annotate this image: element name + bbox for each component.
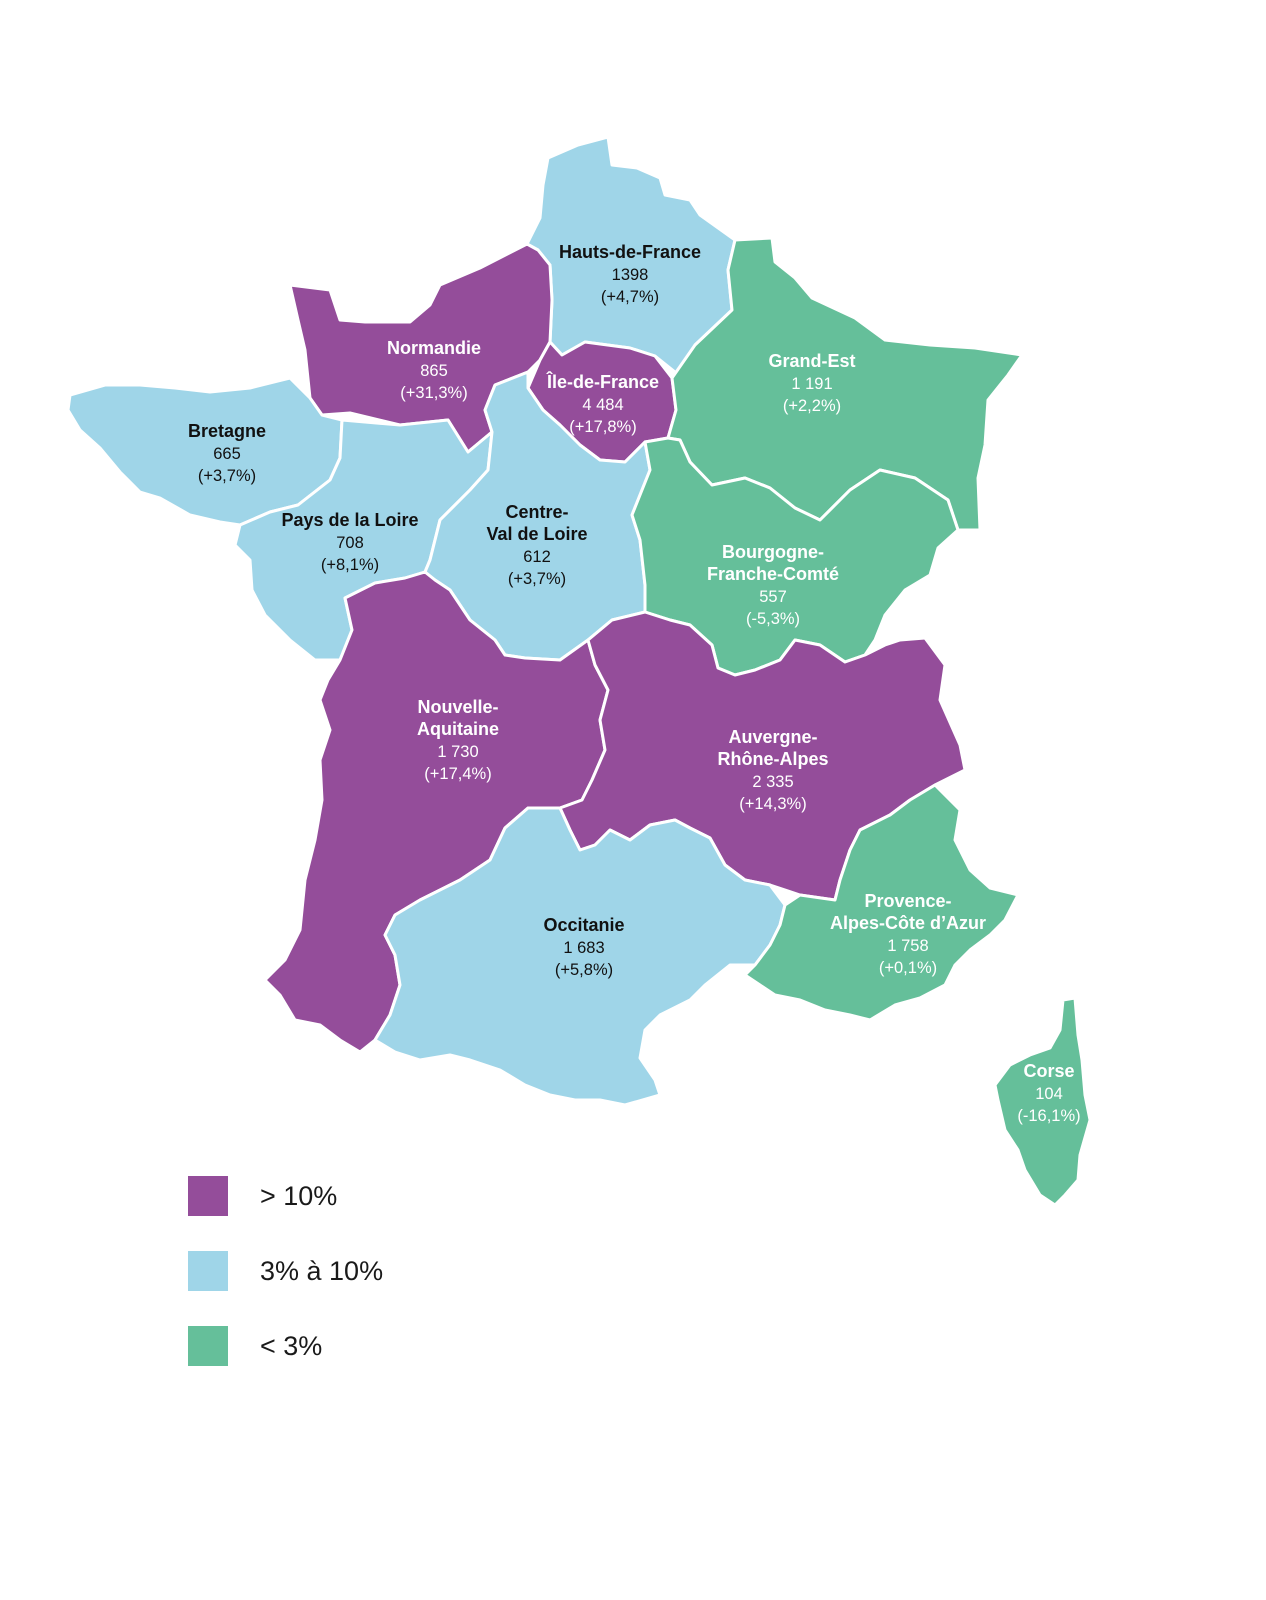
region-value-auvergne-rhone-alpes: 2 335 <box>752 773 793 791</box>
region-name-centre-val-de-loire-line-2: Val de Loire <box>486 524 587 544</box>
region-value-normandie: 865 <box>420 362 448 380</box>
region-value-bourgogne-franche-comte: 557 <box>759 588 787 606</box>
legend-label-mid: 3% à 10% <box>260 1255 384 1286</box>
legend-swatch-mid <box>188 1251 228 1291</box>
region-value-grand-est: 1 191 <box>791 375 832 393</box>
region-name-occitanie: Occitanie <box>543 915 624 935</box>
region-name-provence-alpes-cote-d-azur-line-2: Alpes-Côte d’Azur <box>830 913 986 933</box>
region-name-bourgogne-franche-comte-line-2: Franche-Comté <box>707 564 839 584</box>
region-value-hauts-de-france: 1398 <box>612 266 649 284</box>
region-value-occitanie: 1 683 <box>563 939 604 957</box>
region-name-auvergne-rhone-alpes-line-1: Auvergne- <box>728 727 817 747</box>
legend-item-high: > 10% <box>188 1176 383 1216</box>
region-change-provence-alpes-cote-d-azur: (+0,1%) <box>879 959 937 977</box>
region-value-corse: 104 <box>1035 1085 1063 1103</box>
region-name-ile-de-france: Île-de-France <box>546 371 659 392</box>
region-change-occitanie: (+5,8%) <box>555 961 613 979</box>
region-name-auvergne-rhone-alpes-line-2: Rhône-Alpes <box>717 749 828 769</box>
region-name-bourgogne-franche-comte-line-1: Bourgogne- <box>722 542 824 562</box>
legend-swatch-low <box>188 1326 228 1366</box>
region-change-grand-est: (+2,2%) <box>783 397 841 415</box>
region-name-normandie: Normandie <box>387 338 481 358</box>
region-name-centre-val-de-loire-line-1: Centre- <box>505 502 568 522</box>
region-name-hauts-de-france: Hauts-de-France <box>559 242 701 262</box>
region-change-centre-val-de-loire: (+3,7%) <box>508 570 566 588</box>
region-name-nouvelle-aquitaine-line-1: Nouvelle- <box>417 697 498 717</box>
region-occitanie <box>373 806 787 1107</box>
region-provence-alpes-cote-d-azur <box>743 783 1020 1022</box>
region-change-bourgogne-franche-comte: (-5,3%) <box>746 610 800 628</box>
region-value-nouvelle-aquitaine: 1 730 <box>437 743 478 761</box>
map-legend: > 10% 3% à 10% < 3% <box>188 1176 383 1401</box>
legend-swatch-high <box>188 1176 228 1216</box>
legend-label-high: > 10% <box>260 1180 338 1211</box>
region-change-normandie: (+31,3%) <box>400 384 467 402</box>
region-change-corse: (-16,1%) <box>1017 1107 1080 1125</box>
region-change-bretagne: (+3,7%) <box>198 467 256 485</box>
region-name-bretagne: Bretagne <box>188 421 266 441</box>
region-value-bretagne: 665 <box>213 445 241 463</box>
region-value-provence-alpes-cote-d-azur: 1 758 <box>887 937 928 955</box>
region-value-pays-de-la-loire: 708 <box>336 534 364 552</box>
region-name-provence-alpes-cote-d-azur-line-1: Provence- <box>864 891 951 911</box>
region-name-grand-est: Grand-Est <box>768 351 855 371</box>
legend-item-low: < 3% <box>188 1326 383 1366</box>
region-name-pays-de-la-loire: Pays de la Loire <box>281 510 418 530</box>
region-change-pays-de-la-loire: (+8,1%) <box>321 556 379 574</box>
region-value-ile-de-france: 4 484 <box>582 396 623 414</box>
region-change-ile-de-france: (+17,8%) <box>569 418 636 436</box>
region-name-corse: Corse <box>1023 1061 1074 1081</box>
legend-label-low: < 3% <box>260 1330 323 1361</box>
region-value-centre-val-de-loire: 612 <box>523 548 551 566</box>
region-change-nouvelle-aquitaine: (+17,4%) <box>424 765 491 783</box>
legend-item-mid: 3% à 10% <box>188 1251 383 1291</box>
region-corse <box>993 996 1092 1207</box>
region-change-hauts-de-france: (+4,7%) <box>601 288 659 306</box>
region-name-nouvelle-aquitaine-line-2: Aquitaine <box>417 719 499 739</box>
region-change-auvergne-rhone-alpes: (+14,3%) <box>739 795 806 813</box>
